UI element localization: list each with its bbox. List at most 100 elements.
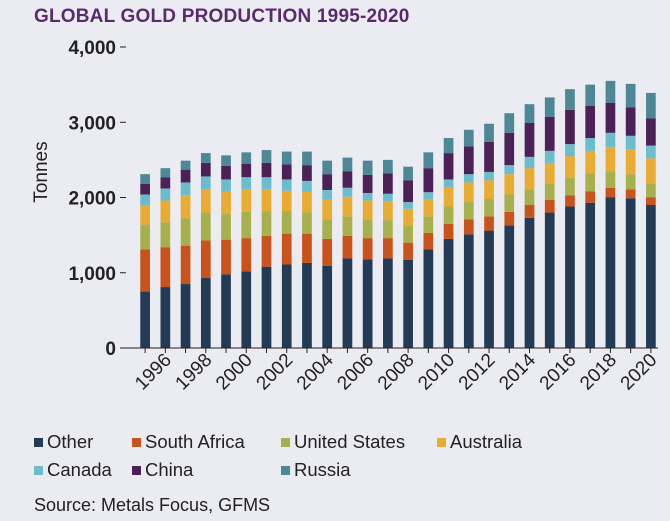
- bar-segment-china-2013: [504, 132, 515, 166]
- bar-segment-other-2012: [484, 230, 494, 348]
- bar-segment-canada-2018: [605, 132, 616, 148]
- bar-segment-australia-2003: [302, 191, 312, 213]
- bar-segment-south-africa-2002: [281, 233, 292, 265]
- bar-segment-south-africa-2017: [585, 191, 596, 203]
- x-tick-label-1996: 1996: [131, 350, 176, 395]
- bar-segment-russia-1997: [180, 160, 191, 170]
- bar-segment-canada-2010: [443, 179, 454, 187]
- bar-segment-canada-1995: [140, 194, 150, 206]
- bar-segment-russia-2018: [605, 80, 616, 103]
- bar-segment-canada-2012: [484, 171, 494, 181]
- bar-segment-south-africa-2019: [625, 189, 636, 199]
- x-tick-label-2006: 2006: [333, 350, 378, 395]
- bar-segment-china-2008: [403, 180, 413, 203]
- bar-segment-united-states-2009: [423, 216, 434, 233]
- bar-segment-other-2001: [261, 266, 272, 348]
- bar-segment-russia-2007: [383, 159, 393, 174]
- x-tick-label-1998: 1998: [172, 350, 217, 395]
- bar-segment-united-states-2020: [646, 183, 656, 198]
- bar-segment-china-2001: [261, 162, 272, 178]
- x-tick-label-2018: 2018: [576, 350, 621, 395]
- bar-segment-united-states-1998: [200, 212, 211, 241]
- bar-segment-russia-1995: [140, 174, 150, 184]
- bar-segment-china-2020: [646, 118, 656, 146]
- x-axis: 1996199820002002200420062008201020122014…: [131, 348, 661, 394]
- y-tick-label: 4,000: [68, 38, 116, 59]
- bar-segment-south-africa-2009: [423, 232, 434, 250]
- bar-segment-south-africa-2015: [544, 199, 555, 213]
- bar-segment-south-africa-1996: [160, 247, 171, 288]
- bar-segment-united-states-2010: [443, 206, 454, 224]
- legend-swatch-canada: [34, 465, 43, 475]
- legend-row-1: Other South Africa United States Austral…: [34, 428, 654, 456]
- bar-segment-united-states-2019: [625, 174, 636, 190]
- legend-item-russia: Russia: [281, 459, 351, 481]
- bar-segment-south-africa-2020: [646, 197, 656, 206]
- bar-segment-canada-2014: [524, 156, 535, 169]
- y-tick-label: 3,000: [68, 113, 116, 134]
- bars: [140, 80, 656, 348]
- bar-segment-other-2005: [342, 258, 353, 348]
- source-note: Source: Metals Focus, GFMS: [34, 495, 271, 515]
- bar-segment-south-africa-2008: [403, 242, 413, 260]
- bar-segment-united-states-2007: [383, 220, 393, 239]
- bar-segment-other-1997: [180, 284, 191, 348]
- bar-segment-south-africa-2007: [383, 238, 393, 259]
- bar-segment-russia-1996: [160, 168, 171, 178]
- bar-segment-china-2002: [281, 164, 292, 180]
- legend-label-other: Other: [47, 431, 94, 452]
- legend-label-united-states: United States: [294, 431, 406, 452]
- bar-segment-south-africa-2010: [443, 223, 454, 239]
- bar-segment-russia-2016: [565, 89, 575, 110]
- bar-segment-canada-2003: [302, 180, 312, 192]
- bar-segment-south-africa-2000: [241, 238, 252, 272]
- legend-label-russia: Russia: [294, 459, 351, 480]
- legend-item-south-africa: South Africa: [132, 431, 281, 453]
- bar-segment-south-africa-2013: [504, 211, 515, 226]
- bar-segment-china-2019: [625, 107, 636, 136]
- bar-segment-australia-2002: [281, 190, 292, 212]
- bar-segment-russia-2004: [322, 160, 333, 175]
- bar-segment-australia-2019: [625, 149, 636, 175]
- bar-segment-canada-2002: [281, 179, 292, 191]
- bar-segment-united-states-2001: [261, 211, 272, 236]
- bar-segment-china-1999: [221, 165, 231, 180]
- bar-segment-russia-2003: [302, 151, 312, 166]
- bar-segment-china-2011: [463, 146, 474, 175]
- y-tick-label: 1,000: [68, 264, 116, 285]
- legend-swatch-other: [34, 437, 43, 447]
- legend-item-other: Other: [34, 431, 132, 453]
- x-tick-label-2016: 2016: [536, 350, 581, 395]
- bar-segment-russia-2020: [646, 92, 656, 119]
- bar-segment-canada-2001: [261, 177, 272, 190]
- bar-segment-united-states-2004: [322, 219, 333, 239]
- legend-row-2: Canada China Russia: [34, 456, 654, 484]
- legend-swatch-united-states: [281, 437, 290, 447]
- bar-segment-canada-2005: [342, 187, 353, 197]
- bar-segment-other-2013: [504, 225, 515, 348]
- bar-segment-canada-2007: [383, 193, 393, 202]
- bar-segment-canada-1997: [180, 182, 191, 196]
- bar-segment-china-1996: [160, 177, 171, 189]
- bar-segment-other-1996: [160, 287, 171, 348]
- bar-segment-australia-2006: [362, 200, 373, 220]
- bar-segment-australia-1999: [221, 191, 231, 215]
- bar-segment-canada-1996: [160, 188, 171, 201]
- bar-segment-russia-2017: [585, 84, 596, 106]
- bar-segment-canada-2004: [322, 189, 333, 200]
- legend-item-australia: Australia: [437, 431, 522, 453]
- bar-segment-russia-2006: [362, 160, 373, 175]
- bar-segment-united-states-1996: [160, 222, 171, 248]
- bar-segment-south-africa-2003: [302, 233, 312, 263]
- bar-segment-australia-2012: [484, 180, 494, 200]
- bar-segment-united-states-2017: [585, 173, 596, 192]
- bar-segment-china-2014: [524, 123, 535, 157]
- bar-segment-united-states-1997: [180, 218, 191, 246]
- bar-segment-china-2017: [585, 105, 596, 139]
- bar-segment-canada-2016: [565, 144, 575, 157]
- y-tick-label: 0: [105, 339, 116, 360]
- legend-label-china: China: [145, 459, 194, 480]
- bar-segment-australia-2018: [605, 147, 616, 172]
- legend-item-canada: Canada: [34, 459, 132, 481]
- bar-segment-russia-2001: [261, 150, 272, 163]
